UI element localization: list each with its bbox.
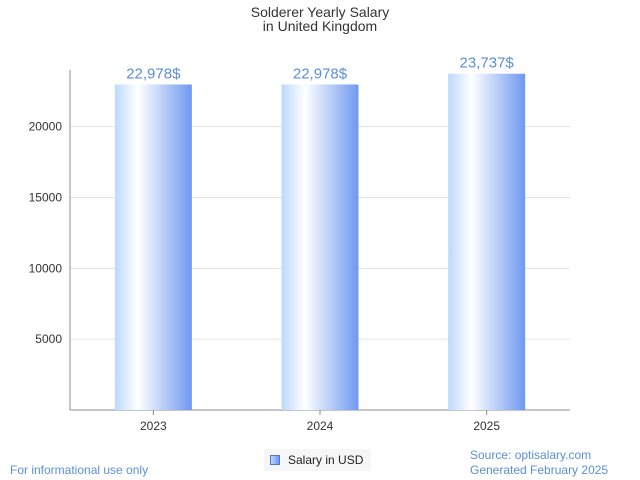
source-text: Source: optisalary.com <box>470 448 592 462</box>
y-tick-label: 20000 <box>29 120 63 134</box>
y-tick-label: 15000 <box>29 191 63 205</box>
disclaimer-text: For informational use only <box>10 463 149 477</box>
data-label: 23,737$ <box>460 55 515 72</box>
chart-title-line-1: Solderer Yearly Salary <box>250 4 390 20</box>
bar <box>114 84 192 410</box>
legend-swatch <box>270 455 280 465</box>
x-tick-label: 2024 <box>307 419 334 433</box>
data-label: 22,978$ <box>126 65 181 82</box>
y-tick-label: 10000 <box>29 261 63 275</box>
y-tick-label: 5000 <box>35 332 62 346</box>
legend-label: Salary in USD <box>288 453 364 467</box>
chart-title-line-2: in United Kingdom <box>262 18 378 34</box>
legend[interactable]: Salary in USD <box>264 449 372 471</box>
bar <box>448 73 526 410</box>
bar <box>281 84 359 410</box>
x-tick-label: 2025 <box>473 419 500 433</box>
data-label: 22,978$ <box>293 65 348 82</box>
x-tick-label: 2023 <box>140 419 167 433</box>
generated-date-text: Generated February 2025 <box>470 463 609 477</box>
